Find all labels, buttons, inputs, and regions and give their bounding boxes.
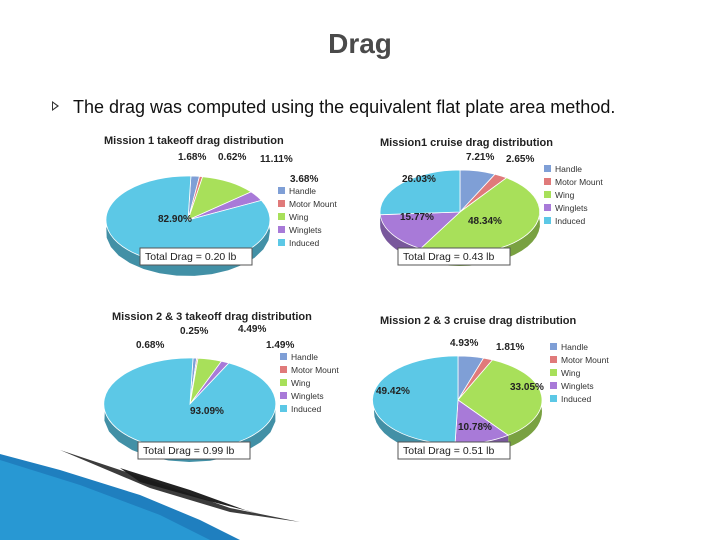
pie-slice-induced: [372, 355, 459, 445]
legend-swatch: [544, 178, 551, 185]
pie-value-label: 10.78%: [458, 422, 492, 433]
pie-chart-svg: Mission 2 & 3 cruise drag distribution 4.…: [372, 315, 609, 460]
pie-value-label: 3.68%: [290, 174, 318, 185]
legend-label: Winglets: [289, 225, 322, 235]
bullet-arrow-icon: [52, 101, 59, 112]
legend-label: Handle: [555, 164, 582, 174]
legend-label: Winglets: [561, 381, 594, 391]
legend-swatch: [280, 366, 287, 373]
chart-mission1-cruise: Mission1 cruise drag distribution 7.21% 2.…: [360, 132, 620, 280]
pie-value-label: 82.90%: [158, 214, 192, 225]
legend-swatch: [550, 369, 557, 376]
legend-label: Induced: [289, 238, 320, 248]
pie-value-label: 0.25%: [180, 326, 208, 337]
legend-swatch: [550, 356, 557, 363]
total-drag-label: Total Drag = 0.20 lb: [145, 251, 237, 263]
bullet-item: The drag was computed using the equivale…: [52, 97, 615, 118]
legend-label: Handle: [561, 342, 588, 352]
pie-value-label: 1.81%: [496, 342, 524, 353]
slide-title: Drag: [328, 28, 392, 59]
pie-slice-winglets: [379, 211, 462, 249]
chart-title: Mission1 cruise drag distribution: [380, 137, 553, 149]
pie-chart-svg: Mission1 cruise drag distribution 7.21% 2.…: [379, 137, 603, 266]
pie-value-label: 93.09%: [190, 406, 224, 417]
legend-swatch: [278, 200, 285, 207]
bullet-text: The drag was computed using the equivale…: [73, 97, 616, 117]
pie-slice-wing: [457, 359, 543, 436]
chart-title: Mission 1 takeoff drag distribution: [104, 135, 284, 147]
pie-value-label: 48.34%: [468, 216, 502, 227]
legend-swatch: [544, 191, 551, 198]
legend-swatch: [278, 213, 285, 220]
legend-label: Induced: [555, 216, 586, 226]
legend-swatch: [278, 187, 285, 194]
legend-label: Wing: [561, 368, 581, 378]
total-drag-label: Total Drag = 0.99 lb: [143, 445, 235, 457]
legend-swatch: [280, 379, 287, 386]
legend-label: Motor Mount: [561, 355, 609, 365]
total-drag-label: Total Drag = 0.51 lb: [403, 445, 495, 457]
pie-value-label: 49.42%: [376, 386, 410, 397]
pie-value-label: 0.62%: [218, 152, 246, 163]
chart-title: Mission 2 & 3 takeoff drag distribution: [112, 311, 312, 323]
pie-slice-induced: [103, 357, 277, 451]
legend-label: Wing: [291, 378, 311, 388]
pie-value-label: 15.77%: [400, 212, 434, 223]
legend-swatch: [544, 204, 551, 211]
pie-value-label: 7.21%: [466, 152, 494, 163]
legend-label: Motor Mount: [291, 365, 339, 375]
legend-swatch: [278, 226, 285, 233]
total-drag-box: [397, 247, 511, 266]
pie-chart-svg: Mission 2 & 3 takeoff drag distribution 0…: [103, 311, 339, 462]
legend-label: Winglets: [291, 391, 324, 401]
chart-mission23-takeoff: Mission 2 & 3 takeoff drag distribution 0…: [100, 308, 358, 468]
legend-swatch: [280, 353, 287, 360]
legend-swatch: [550, 395, 557, 402]
total-drag-label: Total Drag = 0.43 lb: [403, 251, 495, 263]
legend-label: Induced: [291, 404, 322, 414]
pie-value-label: 33.05%: [510, 382, 544, 393]
legend-label: Motor Mount: [555, 177, 603, 187]
legend-swatch: [544, 165, 551, 172]
chart-mission1-takeoff: Mission 1 takeoff drag distribution 1.68%…: [100, 132, 358, 280]
pie-value-label: 11.11%: [260, 154, 293, 165]
pie-value-label: 1.68%: [178, 152, 206, 163]
legend-label: Induced: [561, 394, 592, 404]
corner-decoration: [0, 450, 300, 540]
pie-value-label: 4.49%: [238, 324, 266, 335]
pie-chart-svg: Mission 1 takeoff drag distribution 1.68%…: [104, 135, 337, 276]
legend-swatch: [544, 217, 551, 224]
legend-swatch: [550, 343, 557, 350]
total-drag-box: [397, 441, 511, 460]
legend-label: Handle: [289, 186, 316, 196]
chart-title: Mission 2 & 3 cruise drag distribution: [380, 315, 576, 327]
legend-swatch: [280, 392, 287, 399]
total-drag-box: [139, 247, 253, 266]
pie-slice-induced: [379, 169, 461, 216]
total-drag-box: [137, 441, 251, 460]
pie-value-label: 0.68%: [136, 340, 164, 351]
legend-swatch: [550, 382, 557, 389]
pie-value-label: 2.65%: [506, 154, 534, 165]
legend-label: Wing: [555, 190, 575, 200]
legend-swatch: [278, 239, 285, 246]
legend-label: Handle: [291, 352, 318, 362]
legend-label: Wing: [289, 212, 309, 222]
chart-mission23-cruise: Mission 2 & 3 cruise drag distribution 4.…: [350, 308, 620, 468]
pie-value-label: 26.03%: [402, 174, 436, 185]
legend-swatch: [280, 405, 287, 412]
pie-value-label: 4.93%: [450, 338, 478, 349]
legend-label: Winglets: [555, 203, 588, 213]
legend-label: Motor Mount: [289, 199, 337, 209]
pie-value-label: 1.49%: [266, 340, 294, 351]
